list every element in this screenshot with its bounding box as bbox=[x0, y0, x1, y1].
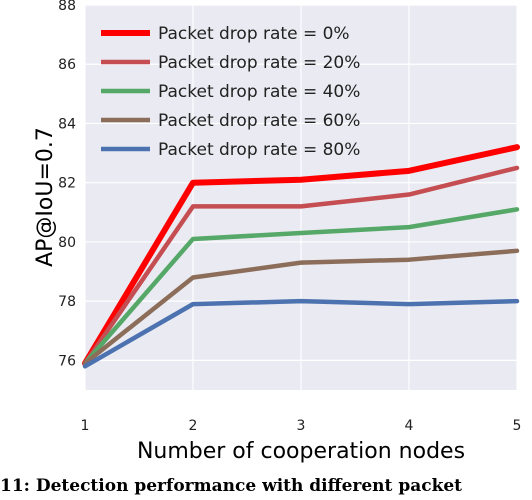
y-tick-label: 82 bbox=[58, 176, 76, 192]
x-tick-label: 2 bbox=[189, 418, 198, 434]
x-axis-label: Number of cooperation nodes bbox=[137, 439, 465, 464]
y-tick-label: 78 bbox=[58, 294, 76, 310]
y-ticks: 76 78 80 82 84 86 88 bbox=[58, 0, 76, 369]
legend-label-0: Packet drop rate = 0% bbox=[158, 24, 350, 44]
y-tick-label: 86 bbox=[58, 57, 76, 73]
x-tick-label: 3 bbox=[297, 418, 306, 434]
figure-caption: 11: Detection performance with different… bbox=[0, 476, 463, 496]
legend-label-1: Packet drop rate = 20% bbox=[158, 53, 360, 73]
y-tick-label: 80 bbox=[58, 235, 76, 251]
x-tick-label: 1 bbox=[81, 418, 90, 434]
y-tick-label: 84 bbox=[58, 116, 76, 132]
series-line-1 bbox=[82, 165, 520, 366]
series-lines bbox=[82, 144, 520, 369]
y-axis-label: AP@IoU=0.7 bbox=[33, 127, 58, 267]
legend-label-4: Packet drop rate = 80% bbox=[158, 140, 360, 160]
series-line-3 bbox=[82, 248, 520, 366]
legend-label-2: Packet drop rate = 40% bbox=[158, 82, 360, 102]
x-tick-label: 4 bbox=[405, 418, 414, 434]
y-tick-label: 76 bbox=[58, 353, 76, 369]
line-chart: 76 78 80 82 84 86 88 1 2 3 4 5 Packet drop rate = … bbox=[33, 0, 522, 464]
series-line-0 bbox=[82, 144, 520, 367]
x-tick-label: 5 bbox=[513, 418, 522, 434]
legend: Packet drop rate = 0% Packet drop rate = … bbox=[101, 24, 360, 160]
x-ticks: 1 2 3 4 5 bbox=[81, 418, 522, 434]
y-tick-label: 88 bbox=[58, 0, 76, 14]
series-line-4 bbox=[82, 298, 520, 369]
series-line-2 bbox=[82, 207, 520, 366]
legend-label-3: Packet drop rate = 60% bbox=[158, 111, 360, 131]
